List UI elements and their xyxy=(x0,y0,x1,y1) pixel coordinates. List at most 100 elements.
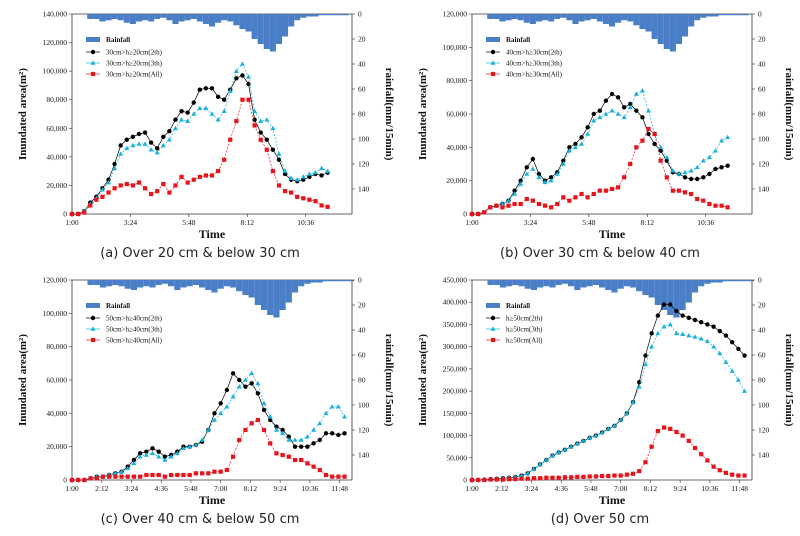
data-point xyxy=(270,125,276,131)
data-point xyxy=(264,117,270,122)
rainfall-bar xyxy=(294,14,301,21)
data-point xyxy=(680,331,686,337)
y2-tick-label: 0 xyxy=(758,10,762,19)
rainfall-bar xyxy=(736,14,743,16)
data-point xyxy=(603,111,609,116)
rainfall-bar xyxy=(700,14,707,18)
y-tick-label: 80,000 xyxy=(46,95,67,104)
data-point xyxy=(680,433,685,438)
x-tick-label: 4:36 xyxy=(155,484,169,493)
data-point xyxy=(530,198,535,203)
data-point xyxy=(667,321,673,327)
data-point xyxy=(494,203,499,208)
rainfall-bar xyxy=(657,14,664,44)
rainfall-bar xyxy=(592,280,599,285)
rainfall-bar xyxy=(605,280,612,290)
data-point xyxy=(736,473,741,478)
data-point xyxy=(707,171,712,177)
data-point xyxy=(694,164,700,170)
data-point xyxy=(530,156,536,162)
data-point xyxy=(197,87,203,92)
rainfall-bar xyxy=(106,280,113,287)
series-line xyxy=(72,99,328,215)
data-point xyxy=(230,371,236,376)
data-point xyxy=(676,188,682,193)
data-point xyxy=(536,174,542,180)
data-point xyxy=(624,410,630,416)
rainfall-bar xyxy=(99,14,106,22)
rainfall-bar xyxy=(535,14,542,22)
rainfall-bar xyxy=(330,14,337,16)
rainfall-bar xyxy=(160,14,167,18)
x-tick-label: 11:48 xyxy=(731,484,748,493)
data-point xyxy=(661,324,667,329)
rainfall-bar xyxy=(223,280,230,287)
y2-tick-label: 140 xyxy=(358,451,370,460)
rainfall-bar xyxy=(506,280,513,287)
rainfall-bar xyxy=(596,14,603,22)
data-point xyxy=(300,174,306,179)
rainfall-bar xyxy=(660,280,668,310)
data-point xyxy=(150,446,155,451)
data-point xyxy=(252,123,257,128)
data-point xyxy=(686,315,692,320)
rainfall-bar xyxy=(282,14,289,37)
rainfall-bar xyxy=(198,280,206,288)
rainfall-bar xyxy=(654,280,661,305)
data-point xyxy=(568,444,574,449)
rainfall-bar xyxy=(347,280,354,282)
data-point xyxy=(634,145,639,150)
data-point xyxy=(131,457,137,463)
y-tick-label: 200,000 xyxy=(443,387,468,396)
data-point xyxy=(113,474,118,479)
data-point xyxy=(682,175,688,180)
data-point xyxy=(221,108,227,113)
rainfall-bar xyxy=(712,14,719,17)
rainfall-bar xyxy=(572,14,579,24)
legend-label: 50cm>h≥40cm(2th) xyxy=(106,315,163,323)
x-tick-label: 9:24 xyxy=(273,484,287,493)
rainfall-bar xyxy=(584,14,591,21)
rainfall-bar xyxy=(168,280,175,287)
legend-label: 50cm>h≥40cm(All) xyxy=(106,337,163,345)
data-point xyxy=(193,442,199,447)
data-point xyxy=(203,173,209,178)
rainfall-bar xyxy=(679,280,686,310)
rainfall-bar xyxy=(342,14,349,16)
x-tick-label: 1:00 xyxy=(465,484,479,493)
data-point xyxy=(233,68,239,73)
data-point xyxy=(218,401,223,406)
data-point xyxy=(661,302,667,307)
x-tick-label: 8:12 xyxy=(641,218,655,227)
rainfall-bar xyxy=(87,280,94,285)
data-point xyxy=(286,434,292,439)
data-point xyxy=(668,302,673,307)
data-point xyxy=(593,474,598,479)
data-point xyxy=(112,165,118,171)
data-point xyxy=(317,437,322,443)
data-point xyxy=(704,338,710,344)
legend-marker xyxy=(90,326,96,331)
data-point xyxy=(742,353,747,358)
data-point xyxy=(591,118,597,123)
y-tick-label: 60,000 xyxy=(46,376,67,385)
x-tick-label: 5:48 xyxy=(182,218,196,227)
data-point xyxy=(252,108,258,113)
data-point xyxy=(736,346,741,352)
data-point xyxy=(150,450,156,456)
data-point xyxy=(144,449,149,454)
rainfall-bar xyxy=(554,14,561,19)
data-point xyxy=(286,454,291,459)
rainfall-bar xyxy=(149,280,156,288)
data-point xyxy=(550,475,555,480)
data-point xyxy=(199,471,205,476)
data-point xyxy=(561,195,566,200)
x-tick-label: 7:00 xyxy=(214,484,228,493)
rainfall-bar xyxy=(560,14,567,18)
data-point xyxy=(319,203,324,208)
rainfall-bar xyxy=(251,14,258,39)
legend-label-rainfall: Rainfall xyxy=(106,36,130,44)
data-point xyxy=(286,437,292,442)
rainfall-bar xyxy=(316,280,323,283)
rainfall-bar xyxy=(590,14,597,19)
